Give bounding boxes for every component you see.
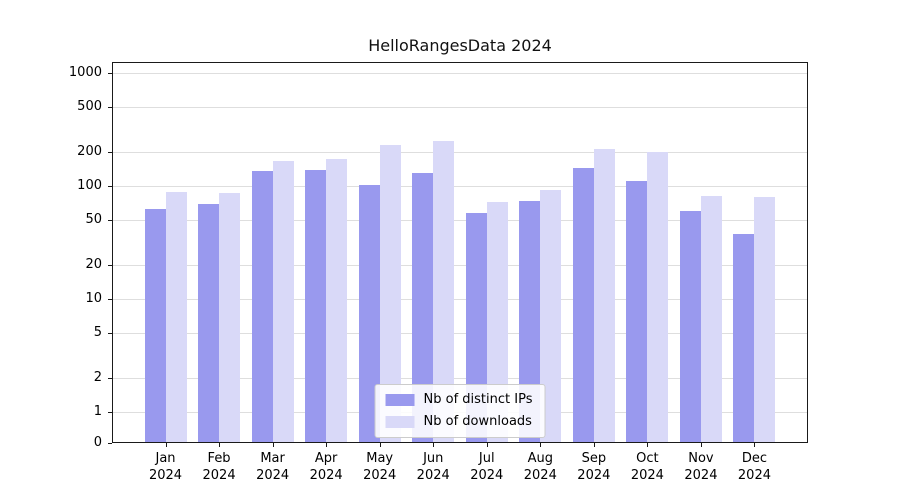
gridline: [112, 264, 808, 266]
y-axis-tick-mark: [108, 443, 112, 444]
x-axis-tick-mark: [165, 443, 167, 447]
y-axis-tick-mark: [108, 333, 112, 335]
bar-downloads: [486, 202, 508, 443]
x-axis-tick-label: May 2024: [363, 451, 397, 483]
legend-label-distinct-ips: Nb of distinct IPs: [423, 392, 533, 407]
y-axis-tick-mark: [108, 377, 112, 379]
bar-distinct-ips: [198, 203, 220, 443]
bar-distinct-ips: [572, 168, 594, 443]
gridline: [112, 186, 808, 187]
x-axis-tick-mark: [326, 443, 328, 447]
gridline: [112, 377, 808, 379]
bar-distinct-ips: [305, 169, 327, 443]
x-axis-tick-label: Mar 2024: [256, 451, 290, 483]
legend-item-distinct-ips: Nb of distinct IPs: [385, 392, 533, 407]
bar-downloads: [165, 192, 187, 443]
legend-item-downloads: Nb of downloads: [385, 414, 533, 429]
y-axis-tick-label: 200: [77, 143, 102, 159]
x-axis-tick-label: Oct 2024: [630, 451, 664, 483]
x-axis-tick-label: Jun 2024: [416, 451, 450, 483]
bar-distinct-ips: [412, 173, 434, 443]
y-axis-tick-label: 5: [93, 325, 102, 341]
bar-distinct-ips: [251, 171, 273, 443]
x-axis-tick-mark: [433, 443, 435, 447]
y-axis-tick-mark: [108, 299, 112, 300]
x-axis-tick-label: Jan 2024: [148, 451, 183, 483]
bar-distinct-ips: [358, 184, 380, 443]
chart-title: HelloRangesData 2024: [368, 36, 552, 55]
bar-downloads: [540, 190, 562, 443]
gridline: [112, 333, 808, 335]
x-axis-tick-mark: [700, 443, 702, 447]
x-axis-tick-mark: [486, 443, 488, 447]
y-axis-tick-label: 1000: [68, 65, 102, 80]
gridline: [112, 73, 808, 74]
x-axis-tick-label: Jul 2024: [470, 451, 504, 483]
y-axis-tick-label: 2: [93, 369, 102, 385]
gridline: [112, 151, 808, 153]
x-axis-tick-mark: [219, 443, 221, 447]
bar-distinct-ips: [679, 211, 701, 443]
bar-downloads: [272, 161, 294, 443]
x-axis-tick-label: Nov 2024: [684, 451, 718, 483]
bar-distinct-ips: [144, 209, 166, 443]
y-axis-tick-label: 100: [77, 178, 102, 193]
x-axis-tick-label: Aug 2024: [523, 451, 557, 483]
x-axis-tick-mark: [272, 443, 274, 447]
y-axis-tick-label: 1: [93, 404, 102, 419]
gridline: [112, 299, 808, 300]
y-axis-tick-label: 10: [85, 291, 102, 306]
plot-area: Nb of distinct IPs Nb of downloads: [112, 62, 808, 443]
x-axis-tick-mark: [593, 443, 595, 447]
bar-downloads: [700, 195, 722, 443]
y-axis-tick-label: 50: [85, 212, 102, 228]
y-axis-tick-label: 0: [93, 435, 102, 450]
y-axis-tick-label: 20: [85, 256, 102, 272]
bar-downloads: [433, 140, 455, 443]
x-axis-tick-label: Dec 2024: [737, 451, 771, 483]
gridline: [112, 220, 808, 222]
x-axis-tick-label: Feb 2024: [202, 451, 236, 483]
gridline: [112, 107, 808, 109]
legend: Nb of distinct IPs Nb of downloads: [374, 384, 546, 438]
x-axis-tick-label: Apr 2024: [309, 451, 343, 483]
x-axis-tick-mark: [379, 443, 381, 447]
legend-label-downloads: Nb of downloads: [423, 414, 532, 429]
y-axis-tick-mark: [108, 186, 112, 187]
y-axis-tick-mark: [108, 151, 112, 153]
x-axis-tick-mark: [754, 443, 756, 447]
x-axis-tick-mark: [647, 443, 649, 447]
bar-downloads: [593, 149, 615, 443]
bar-downloads: [326, 159, 348, 443]
x-axis-tick-mark: [540, 443, 542, 447]
legend-swatch-downloads: [385, 415, 415, 428]
bar-downloads: [379, 144, 401, 443]
bar-downloads: [647, 151, 669, 443]
y-axis-tick-mark: [108, 220, 112, 222]
y-axis-tick-mark: [108, 264, 112, 266]
y-axis-tick-mark: [108, 412, 112, 413]
bar-distinct-ips: [733, 233, 755, 443]
bar-distinct-ips: [626, 181, 648, 443]
y-axis-tick-mark: [108, 73, 112, 74]
x-axis-tick-label: Sep 2024: [577, 451, 611, 483]
y-axis-tick-label: 500: [77, 99, 102, 115]
legend-swatch-distinct-ips: [385, 393, 415, 406]
y-axis-tick-mark: [108, 107, 112, 109]
bar-downloads: [754, 196, 776, 443]
bar-distinct-ips: [519, 200, 541, 443]
bar-downloads: [219, 193, 241, 443]
